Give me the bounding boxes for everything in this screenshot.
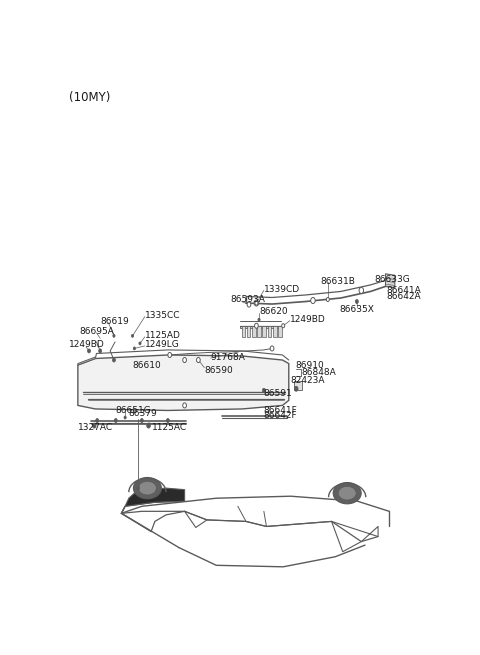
FancyBboxPatch shape <box>294 381 302 390</box>
Circle shape <box>254 323 258 328</box>
Text: 86593A: 86593A <box>230 295 265 304</box>
Text: 1125AC: 1125AC <box>152 423 187 432</box>
Circle shape <box>112 358 115 362</box>
Circle shape <box>92 423 96 428</box>
Circle shape <box>167 419 169 422</box>
Circle shape <box>263 388 265 392</box>
FancyBboxPatch shape <box>278 326 282 337</box>
Text: 86635X: 86635X <box>340 305 374 314</box>
Text: 1339CD: 1339CD <box>264 285 300 294</box>
Circle shape <box>124 416 126 419</box>
Text: 86642A: 86642A <box>386 292 421 301</box>
Text: 86631B: 86631B <box>321 277 355 286</box>
Circle shape <box>294 386 298 391</box>
Text: 86610: 86610 <box>132 360 161 369</box>
Polygon shape <box>240 326 281 328</box>
Text: 86591: 86591 <box>264 389 293 398</box>
Text: 86590: 86590 <box>204 365 233 375</box>
Circle shape <box>311 297 315 303</box>
Text: 1327AC: 1327AC <box>78 423 113 432</box>
Text: 86641F: 86641F <box>264 406 298 415</box>
Circle shape <box>113 334 115 337</box>
Text: 82423A: 82423A <box>290 376 324 384</box>
Text: 91768A: 91768A <box>211 352 246 362</box>
Text: 1249BD: 1249BD <box>290 315 325 324</box>
Circle shape <box>114 419 117 422</box>
Circle shape <box>133 347 135 350</box>
Circle shape <box>183 358 186 363</box>
Circle shape <box>270 346 274 351</box>
Circle shape <box>147 423 150 428</box>
Polygon shape <box>78 357 96 365</box>
FancyBboxPatch shape <box>247 326 251 337</box>
FancyBboxPatch shape <box>273 326 276 337</box>
Text: 86641A: 86641A <box>386 286 421 295</box>
Circle shape <box>168 352 172 358</box>
Ellipse shape <box>133 477 161 498</box>
Circle shape <box>282 324 285 328</box>
FancyBboxPatch shape <box>257 326 261 337</box>
Text: 1335CC: 1335CC <box>145 311 180 320</box>
FancyBboxPatch shape <box>252 326 256 337</box>
Text: 86642F: 86642F <box>264 411 298 420</box>
Text: 1249BD: 1249BD <box>69 341 105 349</box>
Circle shape <box>132 334 133 337</box>
Circle shape <box>255 301 258 305</box>
Text: 86695A: 86695A <box>79 328 114 336</box>
Circle shape <box>247 302 251 307</box>
Circle shape <box>96 419 99 422</box>
FancyBboxPatch shape <box>241 326 245 337</box>
Text: 86848A: 86848A <box>301 367 336 377</box>
Text: 86910: 86910 <box>295 360 324 369</box>
Circle shape <box>258 318 260 321</box>
Circle shape <box>140 419 144 422</box>
Circle shape <box>99 349 102 353</box>
Polygon shape <box>385 274 395 288</box>
Circle shape <box>326 297 329 301</box>
Circle shape <box>196 358 200 363</box>
Text: (10MY): (10MY) <box>69 91 111 104</box>
Circle shape <box>137 486 140 490</box>
Circle shape <box>359 288 363 293</box>
Text: 1125AD: 1125AD <box>145 331 180 341</box>
FancyBboxPatch shape <box>263 326 266 337</box>
Text: 86379: 86379 <box>129 409 157 419</box>
Ellipse shape <box>138 481 156 495</box>
Text: 86633G: 86633G <box>375 275 410 284</box>
Circle shape <box>87 349 91 353</box>
Circle shape <box>183 403 186 408</box>
Text: 1249LG: 1249LG <box>145 341 180 349</box>
Circle shape <box>254 300 259 306</box>
Text: 86620: 86620 <box>259 307 288 316</box>
FancyBboxPatch shape <box>267 326 271 337</box>
Ellipse shape <box>338 486 356 500</box>
Circle shape <box>355 299 359 303</box>
Polygon shape <box>121 488 185 514</box>
Ellipse shape <box>333 483 361 504</box>
Text: 86651G: 86651G <box>115 406 151 415</box>
Text: 86619: 86619 <box>100 317 129 326</box>
Polygon shape <box>78 355 289 411</box>
Circle shape <box>139 342 141 345</box>
